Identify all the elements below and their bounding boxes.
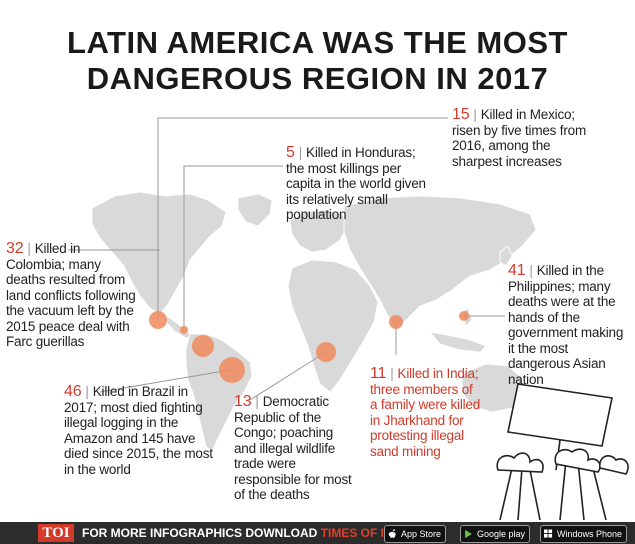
- bubble-mexico: [149, 311, 167, 329]
- annotation-brazil: 46 | Killed in Brazil in 2017; most died f…: [64, 383, 213, 477]
- leader-colombia: [157, 117, 448, 320]
- annotation-philippines: 41 | Killed in the Philippines; many death…: [508, 262, 624, 387]
- africa-landmass: [287, 259, 379, 393]
- honduras-text: Killed in Honduras; the most killings pe…: [286, 145, 426, 222]
- europe-landmass: [289, 209, 349, 253]
- windows-phone-button[interactable]: Windows Phone: [540, 525, 628, 543]
- bubble-brazil: [219, 357, 245, 383]
- toi-logo: TOI: [38, 524, 74, 542]
- colombia-count: 32: [6, 240, 24, 257]
- bubble-colombia: [192, 335, 214, 357]
- annotation-congo: 13 | Democratic Republic of the Congo; poa…: [234, 393, 352, 503]
- greenland: [237, 193, 273, 227]
- brazil-count: 46: [64, 383, 82, 400]
- annotation-mexico: 15 | Killed in Mexico; risen by five times…: [452, 106, 586, 169]
- footer-promo-text: FOR MORE INFOGRAPHICS DOWNLOAD: [82, 526, 318, 540]
- title-line-2: DANGEROUS REGION IN 2017: [86, 61, 549, 96]
- colombia-text: Killed in Colombia; many deaths resulted…: [6, 241, 136, 349]
- congo-text: Democratic Republic of the Congo; poachi…: [234, 394, 352, 502]
- apple-icon: [388, 529, 396, 538]
- app-store-label: App Store: [401, 529, 442, 539]
- google-play-label: Google play: [477, 529, 526, 539]
- brazil-text: Killed in Brazil in 2017; most died figh…: [64, 384, 213, 477]
- mexico-text: Killed in Mexico; risen by five times fr…: [452, 107, 586, 169]
- philippines-count: 41: [508, 262, 526, 279]
- protest-illustration: [496, 383, 629, 521]
- windows-phone-label: Windows Phone: [557, 529, 623, 539]
- india-text: Killed in India; three members of a fami…: [370, 366, 481, 459]
- app-store-button[interactable]: App Store: [384, 525, 447, 543]
- leader-honduras: [183, 165, 283, 330]
- philippines-text: Killed in the Philippines; many deaths w…: [508, 263, 624, 387]
- leader-brazil: [99, 369, 231, 393]
- annotation-india: 11 | Killed in India; three members of a f…: [370, 365, 481, 459]
- congo-count: 13: [234, 393, 252, 410]
- bubble-india: [389, 315, 403, 329]
- asia-landmass: [343, 195, 537, 331]
- honduras-count: 5: [286, 144, 295, 161]
- windows-icon: [544, 529, 553, 538]
- mexico-count: 15: [452, 106, 470, 123]
- google-play-button[interactable]: Google play: [460, 525, 531, 543]
- title-line-1: LATIN AMERICA WAS THE MOST: [67, 25, 568, 60]
- bubble-philippines: [459, 311, 469, 321]
- play-icon: [465, 529, 472, 539]
- bubble-honduras: [180, 326, 188, 334]
- annotation-honduras: 5 | Killed in Honduras; the most killings …: [286, 144, 426, 223]
- leader-congo: [249, 351, 327, 401]
- japan: [499, 245, 513, 267]
- india-count: 11: [370, 365, 387, 382]
- footer-bar: TOI FOR MORE INFOGRAPHICS DOWNLOAD TIMES…: [0, 522, 635, 544]
- southeast-asia-islands: [428, 331, 487, 353]
- annotation-colombia: 32 | Killed in Colombia; many deaths resul…: [6, 240, 136, 350]
- bubble-congo: [316, 342, 336, 362]
